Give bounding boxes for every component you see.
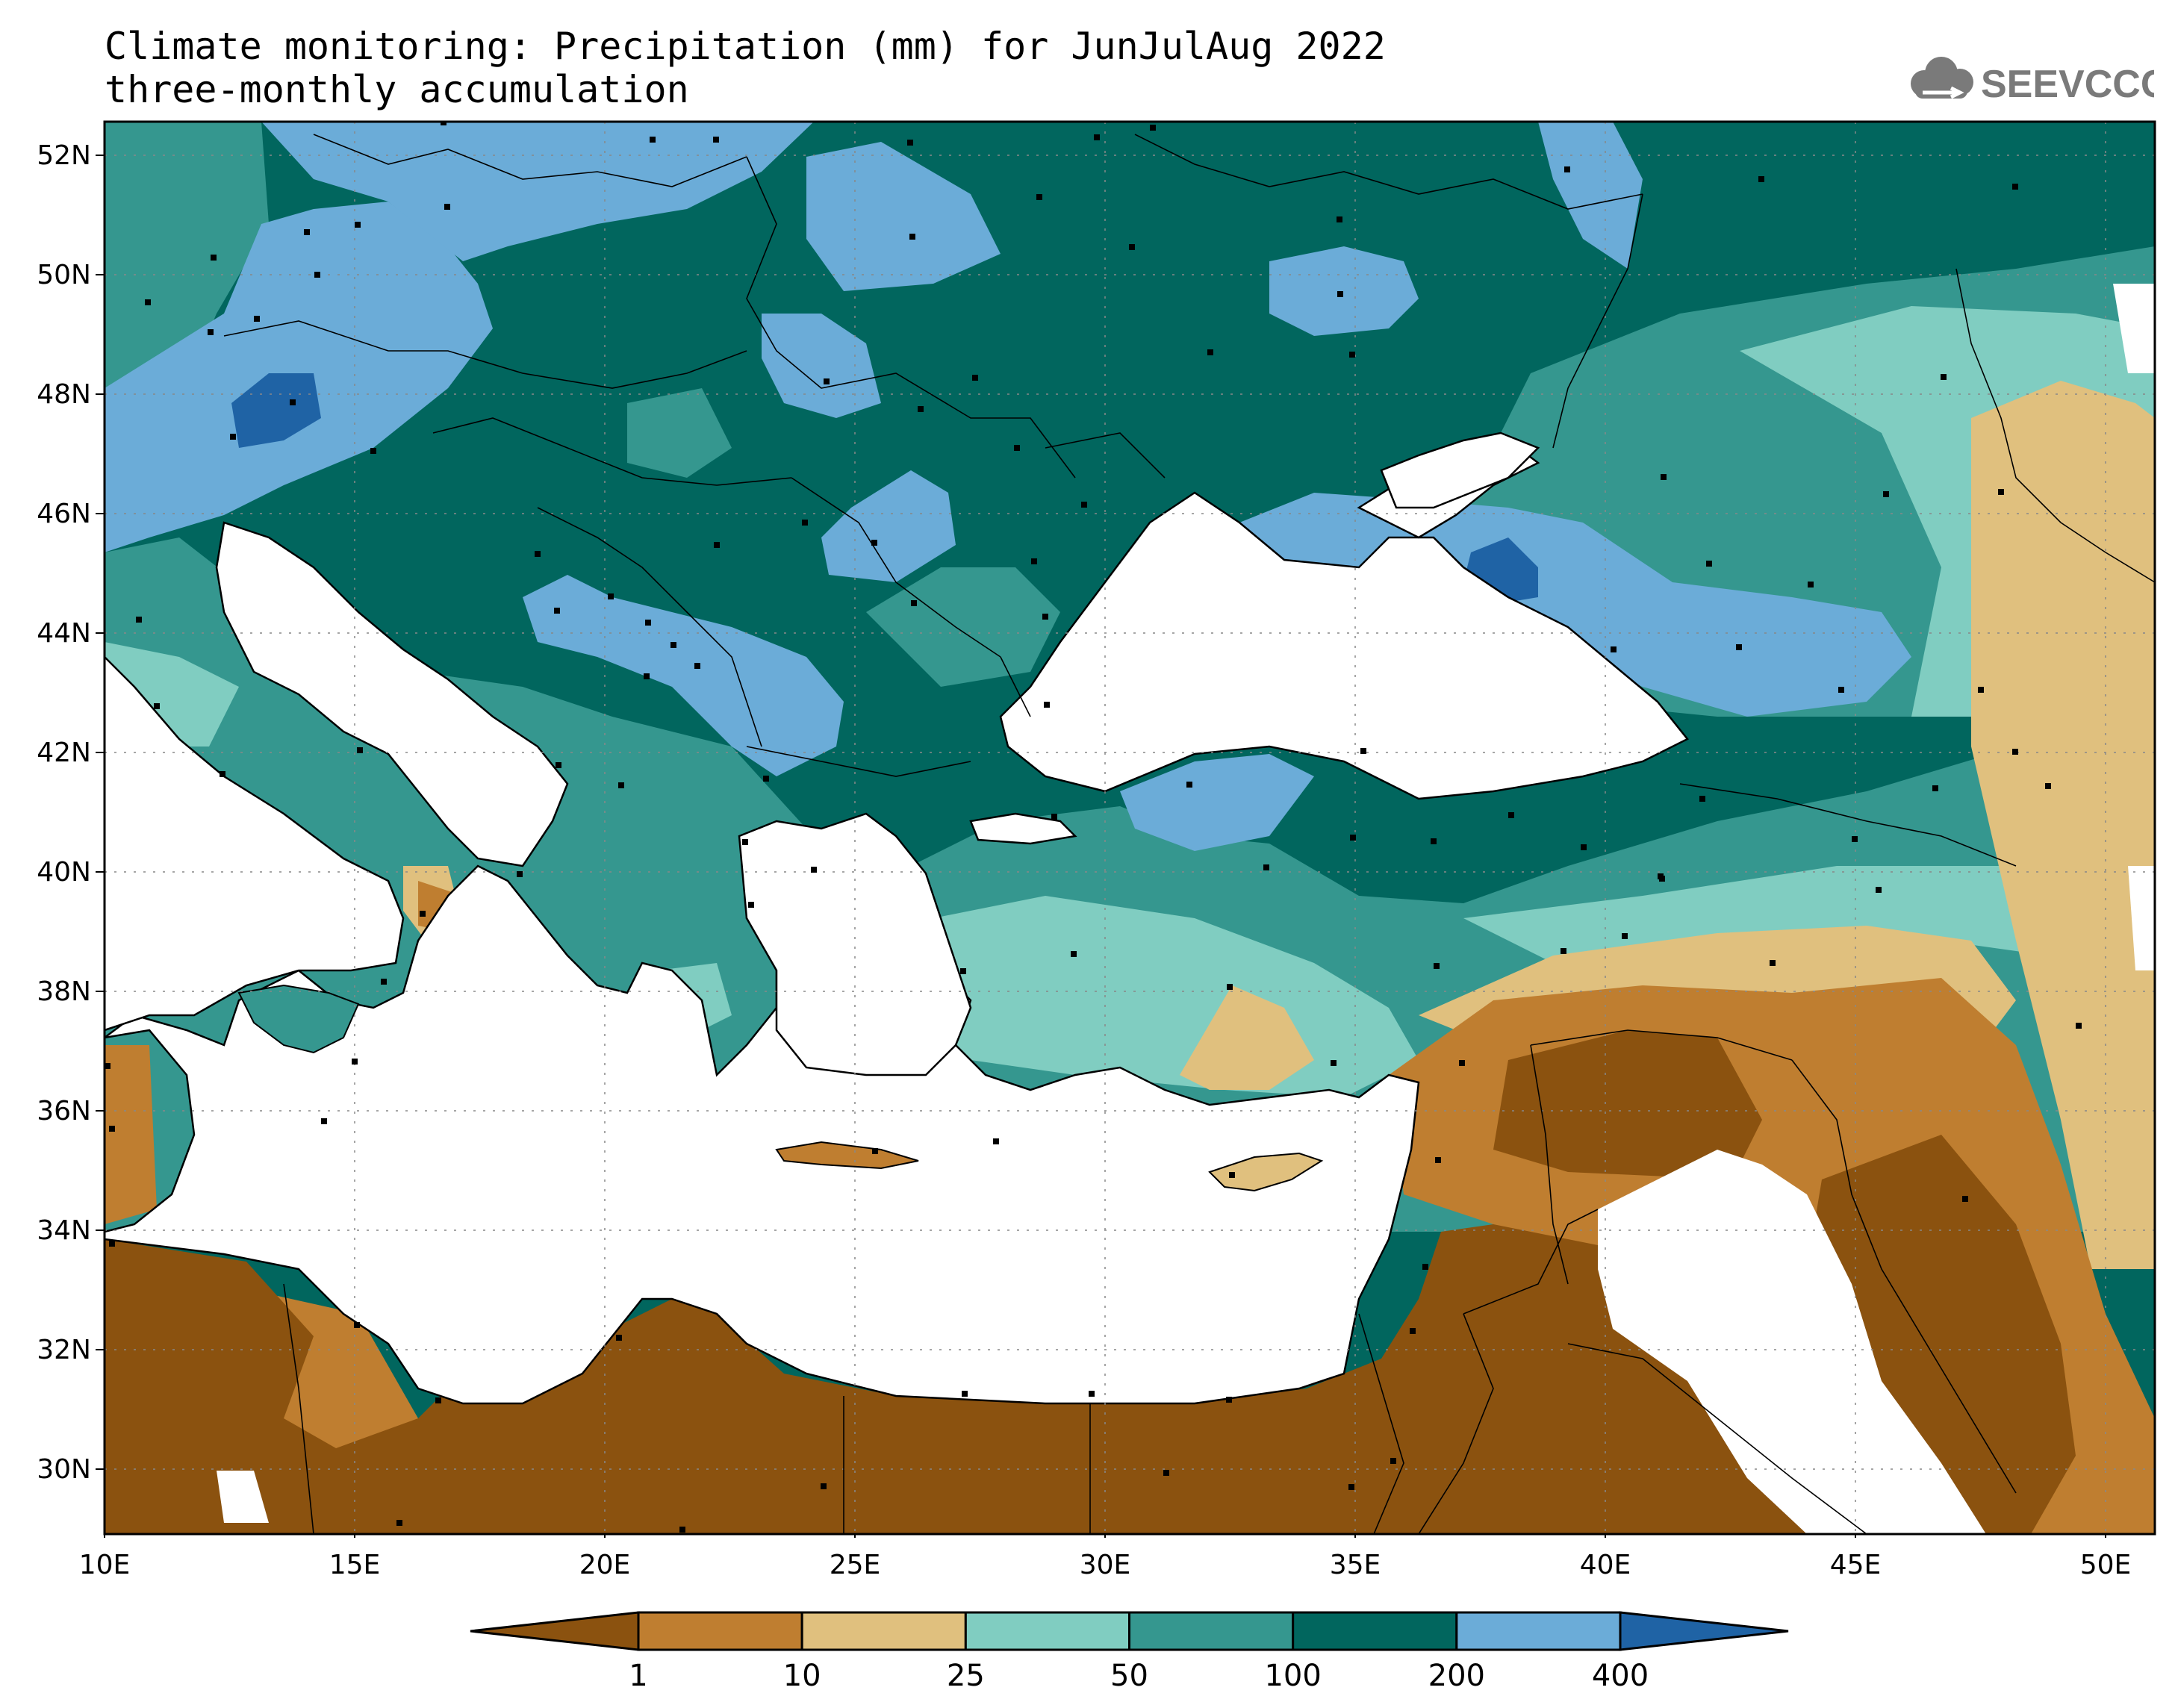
lat-label-32n: 32N bbox=[37, 1335, 91, 1365]
legend-label-50: 50 bbox=[1110, 1659, 1148, 1693]
lon-label-45e: 45E bbox=[1830, 1550, 1882, 1580]
lat-label-42n: 42N bbox=[37, 738, 91, 768]
cyprus bbox=[1208, 1152, 1324, 1192]
lat-label-30n: 30N bbox=[37, 1454, 91, 1485]
map-grid bbox=[105, 122, 2155, 1534]
chart-title: Climate monitoring: Precipitation (mm) f… bbox=[105, 25, 1386, 68]
logo-text: SEEVCCC bbox=[1981, 63, 2154, 106]
legend-label-100: 100 bbox=[1264, 1659, 1321, 1693]
aegean-sea bbox=[738, 812, 972, 1076]
station-markers bbox=[105, 122, 2082, 1533]
lat-label-52n: 52N bbox=[37, 140, 91, 171]
legend-swatch-5 bbox=[1292, 1611, 1458, 1651]
chart-subtitle: three-monthly accumulation bbox=[105, 68, 689, 111]
mediterranean-sea bbox=[105, 842, 1420, 1405]
lat-label-44n: 44N bbox=[37, 618, 91, 649]
islands bbox=[237, 984, 1324, 1192]
lat-label-38n: 38N bbox=[37, 976, 91, 1007]
sicily bbox=[237, 984, 360, 1054]
lon-label-25e: 25E bbox=[830, 1550, 881, 1580]
lat-label-48n: 48N bbox=[37, 379, 91, 410]
lat-label-36n: 36N bbox=[37, 1096, 91, 1126]
crete bbox=[775, 1141, 919, 1170]
legend-swatch-4 bbox=[1128, 1611, 1295, 1651]
sea-of-azov bbox=[1380, 431, 1540, 509]
sea-of-marmara bbox=[969, 812, 1077, 845]
lon-label-20e: 20E bbox=[579, 1550, 631, 1580]
lon-ticks bbox=[104, 1534, 2106, 1538]
lon-label-40e: 40E bbox=[1580, 1550, 1631, 1580]
legend-arrow-high bbox=[1619, 1611, 1789, 1651]
lon-label-35e: 35E bbox=[1330, 1550, 1381, 1580]
adriatic-sea bbox=[215, 521, 569, 867]
legend-label-1: 1 bbox=[629, 1659, 647, 1693]
lat-label-40n: 40N bbox=[37, 857, 91, 888]
legend-swatch-1 bbox=[637, 1611, 803, 1651]
precipitation-map: 52N 50N 48N 46N 44N 42N 40N 38N 36N 34N … bbox=[37, 120, 2156, 1538]
legend-arrow-low bbox=[470, 1611, 640, 1651]
map-frame bbox=[103, 120, 2156, 1536]
seas bbox=[105, 431, 1689, 1405]
legend-label-200: 200 bbox=[1428, 1659, 1485, 1693]
legend-swatch-6 bbox=[1455, 1611, 1622, 1651]
legend-label-400: 400 bbox=[1592, 1659, 1649, 1693]
seevccc-logo: SEEVCCC bbox=[1911, 57, 2154, 106]
lat-label-46n: 46N bbox=[37, 499, 91, 529]
country-borders bbox=[223, 134, 2155, 1534]
legend-label-25: 25 bbox=[947, 1659, 985, 1693]
tyrrhenian-sea bbox=[105, 655, 405, 1032]
precip-zone-lt1 bbox=[105, 1030, 2076, 1534]
legend-label-10: 10 bbox=[783, 1659, 821, 1693]
lon-label-10e: 10E bbox=[79, 1550, 131, 1580]
legend-swatch-3 bbox=[964, 1611, 1131, 1651]
lat-label-34n: 34N bbox=[37, 1215, 91, 1246]
lon-label-50e: 50E bbox=[2080, 1550, 2132, 1580]
map-area bbox=[105, 122, 2155, 1534]
lat-label-50n: 50N bbox=[37, 260, 91, 290]
lon-label-30e: 30E bbox=[1080, 1550, 1131, 1580]
lon-label-15e: 15E bbox=[329, 1550, 381, 1580]
missing-data bbox=[217, 284, 2155, 1534]
black-sea bbox=[999, 491, 1689, 800]
legend-swatch-2 bbox=[800, 1611, 967, 1651]
lat-ticks bbox=[96, 155, 105, 1470]
